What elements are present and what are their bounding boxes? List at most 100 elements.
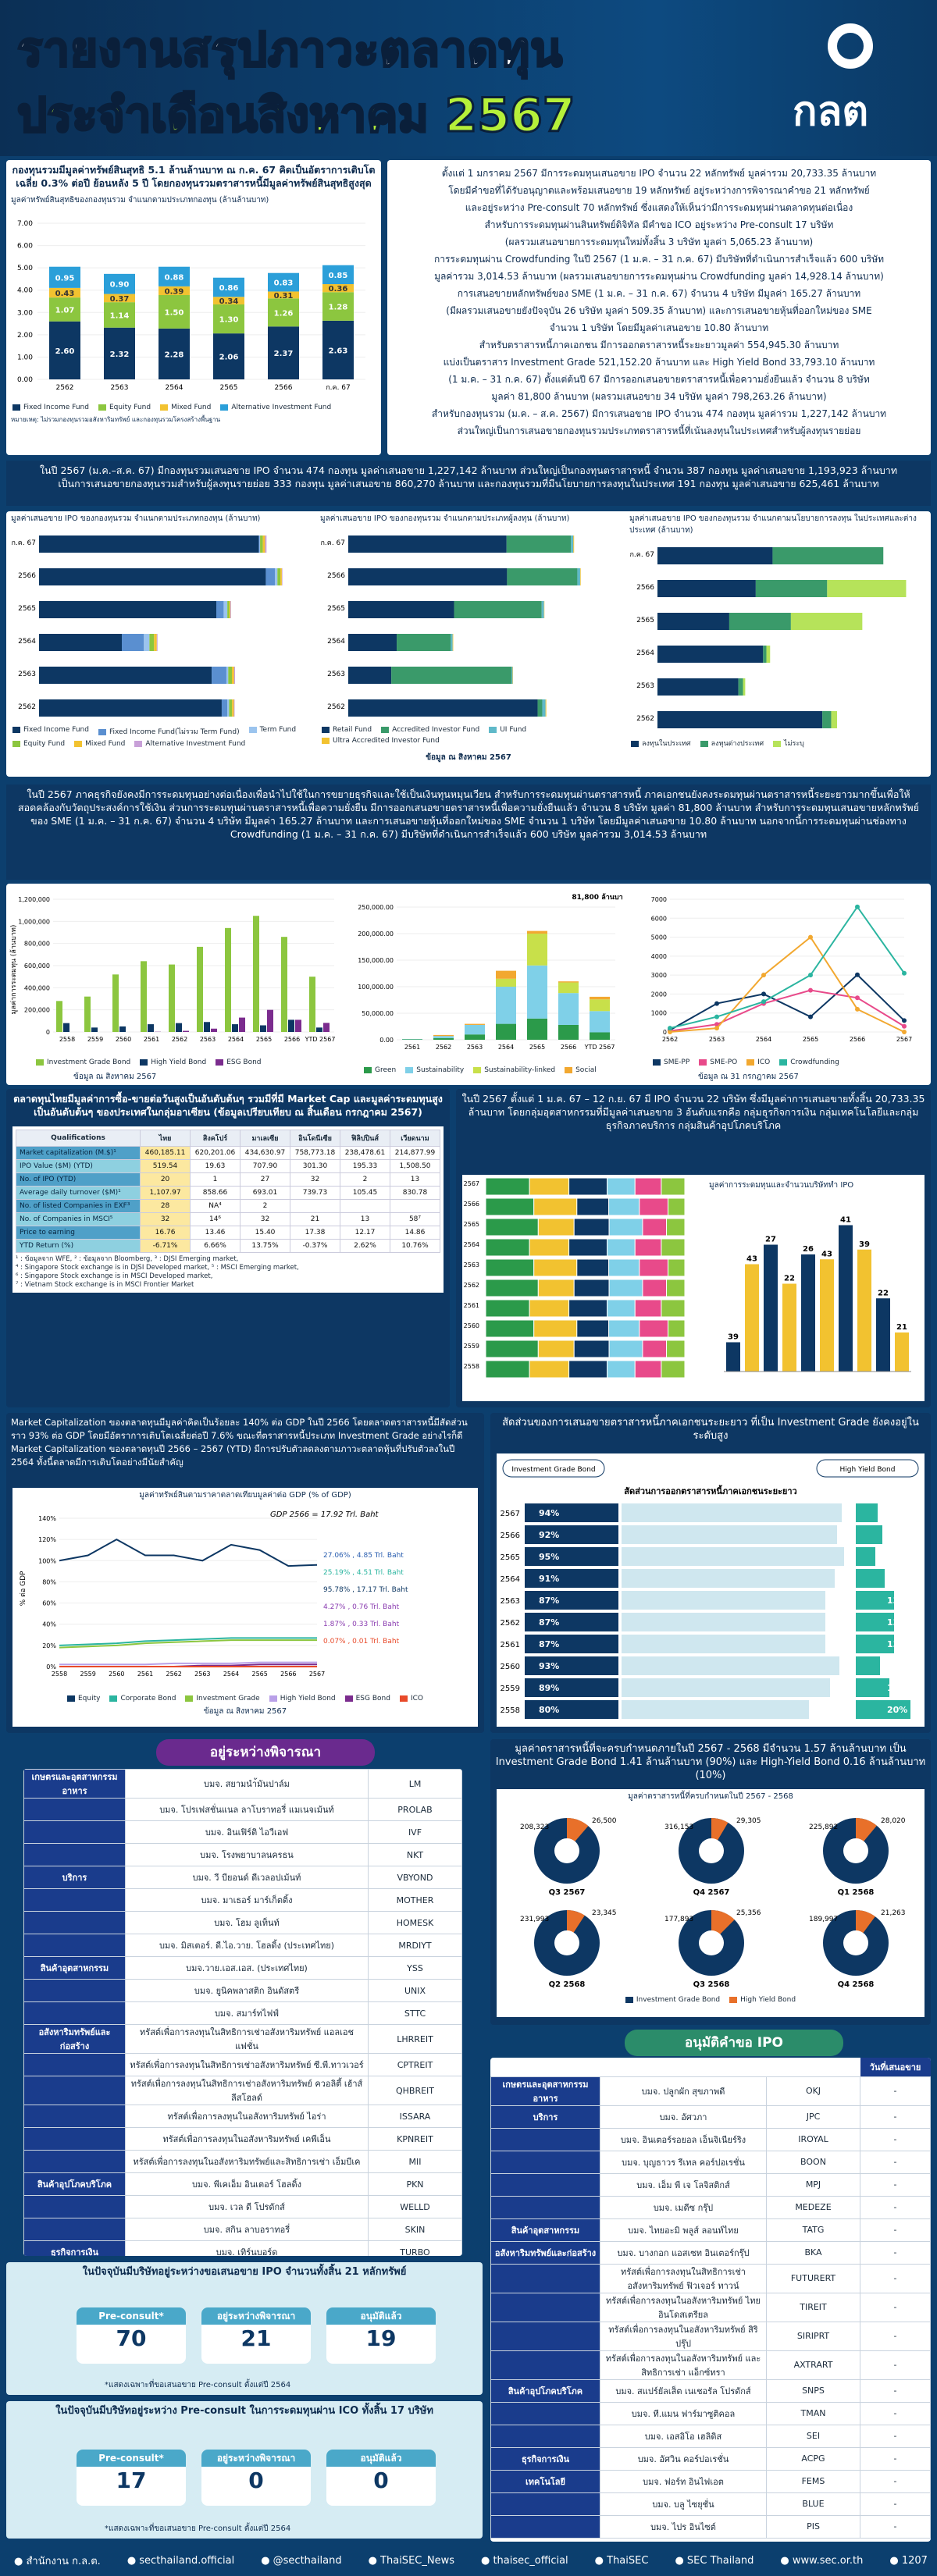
mosaic-cell bbox=[576, 1197, 610, 1216]
table-row: ทรัสต์เพื่อการลงทุนในสิทธิการเช่าอสังหาร… bbox=[23, 2076, 462, 2105]
footer-link[interactable]: ● @secthailand bbox=[261, 2554, 342, 2567]
pending-table: เกษตรและอุตสาหกรรมอาหาร บมจ. สยามนำ้มันปา… bbox=[23, 1769, 462, 2256]
title-month: ประจำเดือนสิงหาคม 2567 bbox=[16, 87, 577, 144]
mosaic-cell bbox=[661, 1177, 686, 1196]
ig-share-label: 87% bbox=[539, 1617, 559, 1628]
mosaic-cell bbox=[485, 1197, 535, 1216]
table-cell bbox=[490, 2150, 600, 2174]
legend-item: Equity bbox=[66, 1695, 100, 1703]
footer-link[interactable]: ● 1207 bbox=[889, 2554, 928, 2567]
footer-link[interactable]: ● www.sec.or.th bbox=[780, 2554, 864, 2567]
asean-summary: ตลาดทุนไทยมีมูลค่าการซื้อ-ขายต่อวันสูงเป… bbox=[13, 1093, 443, 1118]
footer-link[interactable]: ● secthailand.official bbox=[126, 2554, 235, 2567]
hbar-segment bbox=[39, 667, 212, 684]
bar-value-label: 1.07 bbox=[55, 306, 75, 315]
table-cell: สินค้าอุปโภคบริโภค bbox=[490, 2379, 600, 2403]
asean-header-cell: สิงคโปร์ bbox=[190, 1130, 241, 1147]
approved-table: วันที่เสนอขาย เกษตรและอุตสาหกรรมอาหาร บมจ.… bbox=[490, 2058, 931, 2539]
mosaic-cell bbox=[485, 1177, 530, 1196]
x-tick-label: 2559 bbox=[80, 1670, 95, 1678]
table-cell: - bbox=[860, 2263, 931, 2293]
table-row: บมจ. โฮม ลูเท็นท์ HOMESK bbox=[23, 1911, 462, 1934]
ig-segment bbox=[525, 1656, 618, 1675]
x-tick-label: 2564 bbox=[223, 1670, 239, 1678]
table-cell: TATG bbox=[766, 2218, 860, 2242]
table-cell bbox=[23, 1798, 126, 1821]
bar-value-label: 0.37 bbox=[110, 295, 130, 304]
fundraising-charts-panel: มูลค่าการระดมทุน (ล้านบาท) 0 200,000 400,00… bbox=[6, 884, 931, 1085]
y-tick-label: 1000 bbox=[651, 1010, 667, 1017]
ipo-summary-line: การระดมทุนผ่าน Crowdfunding ในปี 2567 (1… bbox=[433, 254, 885, 265]
table-cell: - bbox=[860, 2105, 931, 2129]
table-cell: JPC bbox=[766, 2105, 860, 2129]
hbar-segment bbox=[233, 699, 235, 717]
mosaic-cell bbox=[533, 1197, 578, 1216]
table-cell: 519.54 bbox=[140, 1159, 191, 1173]
table-cell: 1,508.50 bbox=[389, 1159, 441, 1173]
y-tick-label: 2559 bbox=[464, 1343, 479, 1350]
footer-link[interactable]: ● สำนักงาน ก.ล.ต. bbox=[14, 2555, 101, 2567]
hbar-segment bbox=[772, 547, 884, 564]
bar-value-label: 0.90 bbox=[110, 281, 130, 290]
pie-value-ig: 231,993 bbox=[520, 1916, 549, 1923]
ipo-summary-line: (ผลรวมเสนอขายการระดมทุนใหม่ทั้งสิ้น 3 บร… bbox=[504, 237, 814, 247]
hy-share-label: 13% bbox=[887, 1617, 907, 1628]
approved-table-panel: วันที่เสนอขาย เกษตรและอุตสาหกรรมอาหาร บมจ.… bbox=[490, 2058, 931, 2542]
bar-segment bbox=[159, 328, 190, 379]
table-cell: -6.71% bbox=[140, 1239, 191, 1253]
table-row: บมจ. โปรเฟสชั่นแนล ลาโบราทอรี่ แมเนจเม้น… bbox=[23, 1798, 462, 1821]
legend-item: Equity Fund bbox=[12, 740, 65, 748]
hy-bar bbox=[856, 1591, 894, 1610]
table-cell: FEMS bbox=[766, 2469, 860, 2493]
legend-item: ICO bbox=[399, 1695, 423, 1703]
table-cell: LHRREIT bbox=[368, 2024, 462, 2054]
y-tick-label: 2563 bbox=[636, 682, 654, 690]
rating-chart-title: สัดส่วนการออกตราสารหนี้ภาคเอกชนระยะยาว bbox=[624, 1485, 796, 1496]
mosaic-cell bbox=[639, 1197, 669, 1216]
ig-segment bbox=[525, 1569, 618, 1588]
legend-item: Accredited Investor Fund bbox=[381, 726, 479, 734]
rating-panel: สัดส่วนของการเสนอขายตราสารหนี้ภาคเอกชนระ… bbox=[490, 1413, 931, 1733]
hbar-segment bbox=[454, 601, 542, 618]
footer-link[interactable]: ● SEC Thailand bbox=[675, 2554, 754, 2567]
table-cell: บมจ. บุญธาวร รีเทล คอร์ปอเรชั่น bbox=[600, 2150, 767, 2174]
legend-item: Equity Fund bbox=[98, 404, 151, 411]
table-cell: 2 bbox=[339, 1172, 390, 1187]
table-cell: บมจ. มิสเตอร์. ดี.ไอ.วาย. โฮลดิ้ง (ประเท… bbox=[125, 1934, 369, 1957]
bar-segment bbox=[322, 292, 354, 321]
legend-item: Fixed Income Fund bbox=[12, 404, 89, 411]
hbar-segment bbox=[260, 535, 263, 553]
ipo-summary-line: มูลค่ารวม 3,014.53 ล้านบาท (ผลรวมเสนอขาย… bbox=[434, 271, 884, 282]
legend-item: Ultra Accredited Investor Fund bbox=[322, 737, 440, 745]
hbar-segment bbox=[348, 699, 538, 717]
hbar-segment bbox=[149, 634, 155, 651]
bar-segment bbox=[465, 1023, 485, 1025]
x-tick-label: 2564 bbox=[228, 1036, 244, 1043]
footer-link[interactable]: ● ThaiSEC bbox=[594, 2554, 649, 2567]
bar bbox=[281, 937, 287, 1032]
maturity-legend: Investment Grade Bond High Yield Bond bbox=[497, 1994, 925, 2005]
bond-issuance-chart: มูลค่าการระดมทุน (ล้านบาท) 0 200,000 400,00… bbox=[9, 896, 335, 1043]
bar-segment bbox=[496, 987, 516, 1024]
pie-value-hy: 28,020 bbox=[881, 1817, 906, 1825]
mosaic-cell bbox=[668, 1258, 686, 1277]
footer-link[interactable]: ● ThaiSEC_News bbox=[368, 2554, 454, 2567]
pending-title: อยู่ระหว่างพิจารณา bbox=[156, 1739, 375, 1766]
bar-segment bbox=[159, 266, 190, 286]
maturity-chart-title: มูลค่าตราสารหนี้ที่ครบกำหนดในปี 2567 - 2… bbox=[628, 1792, 793, 1801]
hy-bar bbox=[856, 1569, 885, 1588]
ig-share-label: 80% bbox=[539, 1705, 559, 1715]
table-cell: 21 bbox=[290, 1212, 340, 1226]
footer-link[interactable]: ● thaisec_official bbox=[480, 2554, 568, 2567]
x-tick-label: 2566 bbox=[561, 1044, 576, 1051]
table-cell: SNPS bbox=[766, 2379, 860, 2403]
table-cell: ทรัสต์เพื่อการลงทุนในอสังหาริมทรัพย์ และ… bbox=[600, 2350, 767, 2380]
y-tick-label: 2566 bbox=[636, 584, 654, 592]
y-tick-label: 60% bbox=[42, 1600, 56, 1607]
approved-title: อนุมัติคำขอ IPO bbox=[625, 2030, 843, 2056]
table-cell: - bbox=[860, 2292, 931, 2322]
table-cell: No. of listed Companies in EXF³ bbox=[15, 1199, 141, 1213]
table-cell: MOTHER bbox=[368, 1888, 462, 1912]
y-tick-label: 1,000,000 bbox=[18, 918, 50, 925]
mosaic-cell bbox=[529, 1360, 570, 1379]
